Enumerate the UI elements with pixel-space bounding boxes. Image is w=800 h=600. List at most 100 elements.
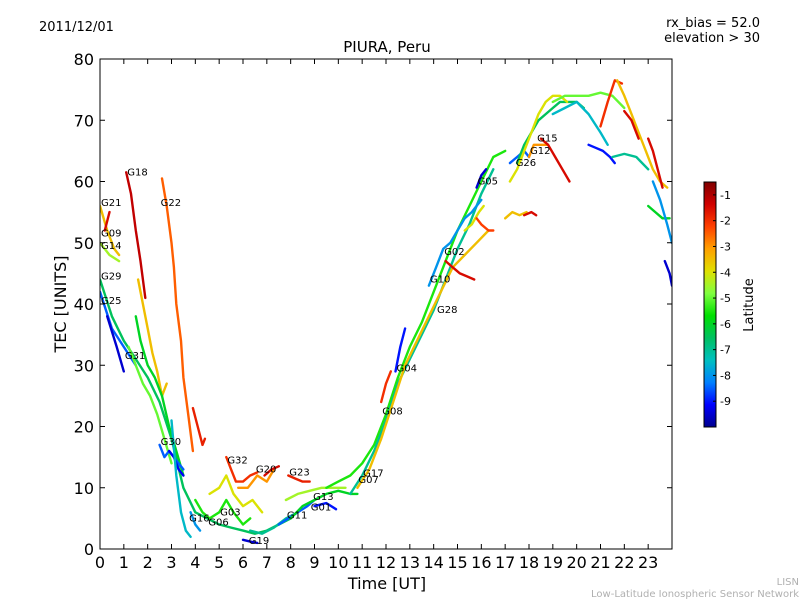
x-tick-label: 15 — [447, 553, 467, 572]
tec-track-35 — [475, 168, 488, 189]
chart-title: PIURA, Peru — [343, 38, 430, 56]
tec-track-53 — [647, 204, 671, 220]
x-tick-label: 13 — [400, 553, 420, 572]
tec-track-22 — [241, 538, 259, 545]
tec-tracks — [100, 79, 672, 545]
x-tick-label: 12 — [376, 553, 396, 572]
colorbar-tick-label: -5 — [720, 292, 731, 305]
x-tick-label: 4 — [190, 553, 200, 572]
sat-label-g02: G02 — [444, 247, 464, 258]
tec-track-17 — [208, 474, 264, 514]
sat-label-g31: G31 — [125, 351, 145, 362]
tec-track-34 — [444, 259, 476, 281]
sat-label-g14: G14 — [101, 241, 121, 252]
colorbar-tick-label: -1 — [720, 189, 731, 202]
sat-label-g17: G17 — [363, 469, 383, 480]
y-axis-label: TEC [UNITS] — [51, 256, 70, 354]
tec-track-2 — [106, 315, 125, 373]
x-tick-label: 10 — [328, 553, 348, 572]
tec-track-54 — [651, 180, 672, 244]
colorbar-tick-label: -4 — [720, 266, 731, 279]
tec-track-36 — [463, 204, 485, 232]
x-tick-label: 16 — [471, 553, 491, 572]
tec-track-55 — [663, 259, 672, 287]
colorbar-tick-label: -3 — [720, 240, 731, 253]
tec-track-32 — [394, 327, 407, 373]
sat-label-g01: G01 — [311, 502, 331, 513]
y-tick-label: 60 — [74, 173, 94, 192]
x-tick-label: 7 — [262, 553, 272, 572]
colorbar-tick-label: -8 — [720, 369, 731, 382]
rx-bias-label: rx_bias = 52.0 — [666, 16, 760, 31]
sat-label-g20: G20 — [256, 464, 276, 475]
x-tick-label: 23 — [638, 553, 658, 572]
sat-label-g06: G06 — [208, 518, 228, 529]
tec-track-19 — [237, 468, 276, 489]
tec-track-1 — [100, 290, 137, 367]
tec-track-20 — [263, 465, 280, 477]
sat-label-g25: G25 — [101, 296, 121, 307]
x-axis-ticks: 0 1 2 3 4 5 6 7 8 9 10 11 12 13 14 15 16 17 18 19 20 21 22 23 — [95, 59, 658, 572]
colorbar-tick-label: -2 — [720, 215, 731, 228]
tec-track-33 — [427, 198, 483, 287]
sat-label-g19: G19 — [249, 536, 269, 547]
elevation-label: elevation > 30 — [664, 31, 760, 46]
sat-label-g22: G22 — [161, 198, 181, 209]
sat-label-g04: G04 — [397, 363, 417, 374]
tec-track-4 — [103, 210, 111, 232]
x-tick-label: 11 — [352, 553, 372, 572]
colorbar-tick-label: -7 — [720, 344, 731, 357]
tec-track-5 — [100, 241, 121, 263]
tec-track-51 — [623, 109, 640, 140]
x-tick-label: 6 — [238, 553, 248, 572]
sat-label-g10: G10 — [430, 275, 450, 286]
colorbar-tick-label: -6 — [720, 318, 731, 331]
x-tick-label: 3 — [166, 553, 176, 572]
y-tick-label: 70 — [74, 111, 94, 130]
plot-frame — [99, 58, 673, 550]
tec-track-48 — [611, 152, 650, 171]
tec-track-30 — [356, 229, 490, 489]
y-tick-label: 20 — [74, 418, 94, 437]
y-tick-label: 40 — [74, 295, 94, 314]
tec-track-6 — [125, 171, 147, 300]
sat-label-g08: G08 — [382, 406, 402, 417]
tec-track-50 — [616, 79, 669, 189]
y-axis-ticks: 0 10 20 30 40 50 60 70 80 — [74, 50, 672, 559]
y-tick-label: 0 — [84, 540, 94, 559]
x-tick-label: 14 — [423, 553, 443, 572]
date-label: 2011/12/01 — [39, 20, 114, 35]
sat-label-g03: G03 — [220, 507, 240, 518]
sat-label-g26: G26 — [516, 158, 536, 169]
tec-track-38 — [504, 210, 528, 220]
sat-label-g29: G29 — [101, 272, 121, 283]
x-tick-label: 20 — [566, 553, 586, 572]
sat-label-g13: G13 — [313, 492, 333, 503]
sat-label-g30: G30 — [161, 437, 181, 448]
tec-track-9 — [127, 345, 173, 465]
tec-track-8 — [134, 315, 185, 477]
tec-track-10 — [160, 177, 195, 453]
tec-track-45 — [551, 91, 626, 110]
colorbar-label: Latitude — [742, 278, 757, 332]
tec-track-31 — [380, 370, 392, 404]
tec-track-26 — [284, 486, 347, 502]
tec-track-27 — [313, 501, 338, 511]
x-tick-label: 8 — [286, 553, 296, 572]
tec-track-43 — [527, 143, 550, 159]
x-tick-label: 2 — [143, 553, 153, 572]
y-tick-label: 80 — [74, 50, 94, 69]
tec-track-14 — [191, 406, 207, 447]
tec-track-0 — [100, 278, 292, 535]
footer-org-short: LISN — [777, 577, 799, 588]
x-tick-label: 22 — [614, 553, 634, 572]
y-tick-label: 30 — [74, 356, 94, 375]
sat-label-g09: G09 — [101, 229, 121, 240]
tec-track-37 — [475, 217, 495, 232]
x-tick-label: 1 — [119, 553, 129, 572]
tec-track-7 — [136, 278, 168, 398]
sat-label-g21: G21 — [101, 198, 121, 209]
x-tick-label: 19 — [543, 553, 563, 572]
